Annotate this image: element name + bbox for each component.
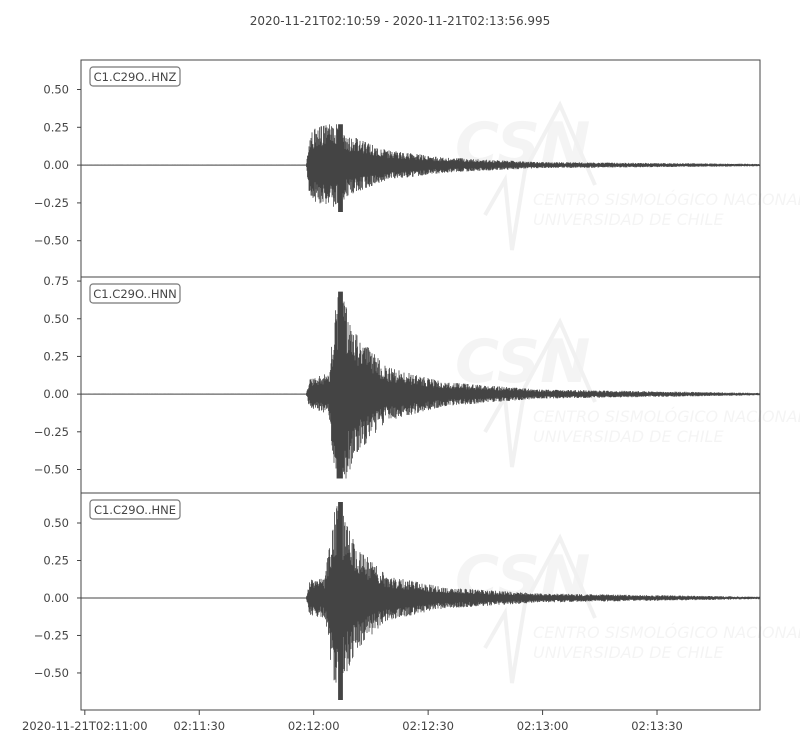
svg-text:UNIVERSIDAD DE CHILE: UNIVERSIDAD DE CHILE (533, 427, 724, 446)
y-tick-label: 0.00 (43, 158, 69, 172)
y-tick-label: −0.50 (34, 234, 69, 248)
waveform-trace (80, 291, 760, 479)
x-axis: 2020-11-21T02:11:00 02:11:30 02:12:00 02:12… (22, 710, 683, 733)
y-tick-label: 0.75 (43, 274, 69, 288)
x-tick-label: 02:13:30 (631, 719, 683, 733)
y-tick-label: −0.50 (34, 666, 69, 680)
chart-title: 2020-11-21T02:10:59 - 2020-11-21T02:13:5… (250, 14, 551, 28)
trace-label: C1.C29O..HNN (89, 283, 181, 304)
y-tick-label: 0.25 (43, 349, 69, 363)
y-tick-label: 0.50 (43, 312, 69, 326)
trace-label: C1.C29O..HNZ (89, 66, 181, 87)
trace-panel-hnn: CSN CENTRO SISMOLÓGICO NACIONALUNIVERSIDA… (34, 274, 800, 494)
y-tick-label: −0.25 (34, 628, 69, 642)
svg-text:C1.C29O..HNZ: C1.C29O..HNZ (94, 70, 177, 84)
trace-label: C1.C29O..HNE (89, 499, 181, 520)
svg-text:CENTRO SISMOLÓGICO NACIONAL: CENTRO SISMOLÓGICO NACIONAL (533, 190, 800, 209)
svg-text:UNIVERSIDAD DE CHILE: UNIVERSIDAD DE CHILE (533, 210, 724, 229)
svg-text:UNIVERSIDAD DE CHILE: UNIVERSIDAD DE CHILE (533, 643, 724, 662)
svg-text:CSN: CSN (455, 327, 590, 397)
y-tick-label: 0.25 (43, 120, 69, 134)
y-tick-label: 0.00 (43, 387, 69, 401)
x-tick-label: 02:11:30 (173, 719, 225, 733)
y-tick-label: 0.25 (43, 553, 69, 567)
y-tick-label: 0.00 (43, 591, 69, 605)
panel-frame (80, 492, 761, 711)
y-tick-label: −0.25 (34, 196, 69, 210)
x-tick-label: 02:13:00 (517, 719, 569, 733)
x-tick-label: 2020-11-21T02:11:00 (22, 719, 148, 733)
svg-text:C1.C29O..HNN: C1.C29O..HNN (93, 287, 176, 301)
waveform-trace (80, 502, 760, 700)
y-tick-label: −0.25 (34, 425, 69, 439)
svg-text:CENTRO SISMOLÓGICO NACIONAL: CENTRO SISMOLÓGICO NACIONAL (533, 623, 800, 642)
svg-text:CENTRO SISMOLÓGICO NACIONAL: CENTRO SISMOLÓGICO NACIONAL (533, 407, 800, 426)
y-tick-label: 0.50 (43, 82, 69, 96)
csn-watermark: CSN CENTRO SISMOLÓGICO NACIONALUNIVERSIDA… (455, 317, 800, 468)
svg-text:C1.C29O..HNE: C1.C29O..HNE (94, 503, 176, 517)
y-tick-label: 0.50 (43, 516, 69, 530)
y-tick-label: −0.50 (34, 462, 69, 476)
x-tick-label: 02:12:00 (288, 719, 340, 733)
x-tick-label: 02:12:30 (402, 719, 454, 733)
